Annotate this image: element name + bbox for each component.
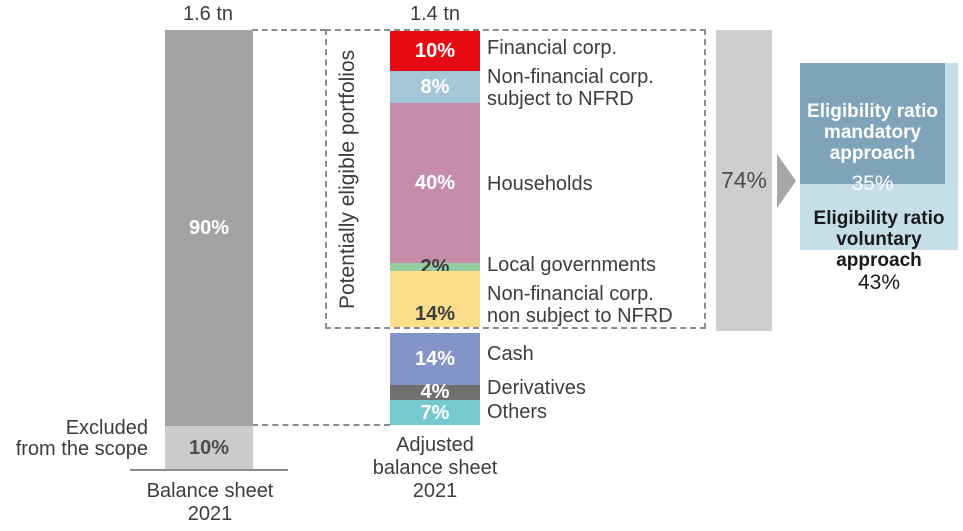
- mandatory-label: Eligibility ratio mandatory approach: [807, 101, 938, 164]
- segment-cash: 14%: [390, 333, 480, 385]
- segment-in-scope: 90%: [165, 30, 253, 426]
- eligibility-ratio-voluntary-box: Eligibility ratio voluntary approach 43%: [800, 187, 958, 314]
- segment-name-nonfinancial-non-nfrd: Non-financial corp. non subject to NFRD: [487, 283, 673, 327]
- balance-sheet-bar: 90% 10%: [165, 30, 253, 470]
- segment-name-derivatives: Derivatives: [487, 377, 586, 399]
- eligible-portfolios-dashed-box: [325, 29, 706, 329]
- dashed-connector-bottom: [252, 424, 390, 426]
- voluntary-label: Eligibility ratio voluntary approach: [813, 208, 945, 271]
- segment-value-label: 8%: [420, 76, 450, 98]
- mandatory-value: 35%: [851, 172, 894, 195]
- segment-value-label: 10%: [414, 40, 456, 62]
- segment-value-label: 7%: [420, 401, 450, 424]
- total-label-adjusted-balance-sheet: 1.4 tn: [409, 3, 461, 25]
- eligibility-ratio-mandatory-box: Eligibility ratio mandatory approach 35%: [800, 63, 945, 194]
- voluntary-value: 43%: [857, 271, 901, 294]
- eligible-total-bar: 74%: [716, 30, 772, 331]
- excluded-from-scope-label: Excluded from the scope: [15, 417, 148, 460]
- dashed-connector-top: [252, 29, 326, 31]
- adjusted-balance-sheet-bar: 10% 8% 40% 2% 14% 14% 4% 7%: [390, 31, 480, 426]
- segment-name-nonfinancial-nfrd: Non-financial corp. subject to NFRD: [487, 66, 654, 110]
- segment-households: 40%: [390, 103, 480, 263]
- axis-label-adjusted-balance-sheet: Adjusted balance sheet 2021: [372, 434, 498, 502]
- segment-value-label: 14%: [414, 347, 456, 370]
- segment-name-others: Others: [487, 401, 548, 423]
- segment-value-label: 90%: [188, 217, 230, 239]
- segment-local-governments: 2%: [390, 257, 480, 277]
- segment-others: 7%: [390, 399, 480, 426]
- axis-label-balance-sheet: Balance sheet 2021: [146, 480, 274, 525]
- eligibility-ratio-callout: Eligibility ratio mandatory approach 35%…: [800, 63, 958, 293]
- baseline: [130, 469, 288, 471]
- segment-value-label: 4%: [420, 381, 450, 404]
- segment-excluded: 10%: [165, 426, 253, 470]
- segment-name-financial-corp: Financial corp.: [487, 37, 618, 59]
- segment-value-label: 10%: [188, 437, 230, 459]
- segment-name-households: Households: [487, 173, 593, 195]
- eligible-total-label: 74%: [720, 167, 768, 193]
- segment-value-label: 14%: [414, 303, 456, 325]
- total-label-balance-sheet: 1.6 tn: [182, 3, 234, 25]
- segment-derivatives: 4%: [390, 381, 480, 404]
- segment-name-cash: Cash: [487, 343, 534, 365]
- segment-name-local-governments: Local governments: [487, 254, 656, 276]
- arrow-right-icon: [777, 154, 796, 208]
- segment-financial-corp: 10%: [390, 31, 480, 71]
- segment-nonfinancial-nfrd: 8%: [390, 71, 480, 103]
- eligible-portfolios-group-label: Potentially eligible portfolios: [336, 49, 359, 309]
- segment-nonfinancial-non-nfrd: 14%: [390, 271, 480, 327]
- segment-value-label: 40%: [414, 172, 456, 194]
